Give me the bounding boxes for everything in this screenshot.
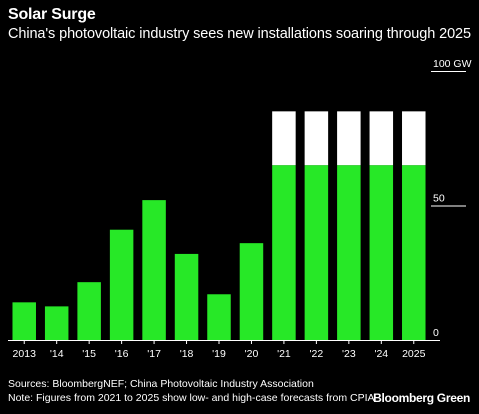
bar-low-3 <box>109 229 134 340</box>
bar-high-11 <box>369 111 394 166</box>
y-tick-label-2: 100 GW <box>433 58 472 70</box>
bar-low-6 <box>207 294 231 340</box>
bar-high-10 <box>337 111 361 166</box>
bar-low-0 <box>12 302 36 340</box>
sources-text: Sources: BloombergNEF; China Photovoltai… <box>8 378 314 390</box>
bar-low-4 <box>142 200 166 340</box>
x-tick-label-4: '17 <box>147 348 161 360</box>
x-tick-label-9: '22 <box>310 348 324 360</box>
x-tick-label-8: '21 <box>277 348 291 360</box>
chart-subtitle: China's photovoltaic industry sees new i… <box>8 26 471 42</box>
note-text: Note: Figures from 2021 to 2025 show low… <box>8 392 375 404</box>
x-tick-label-11: '24 <box>374 348 388 360</box>
bar-low-5 <box>174 253 199 340</box>
bloomberg-green-logo: Bloomberg Green <box>373 391 470 405</box>
y-tick-label-0: 0 <box>433 327 439 339</box>
x-tick-label-5: '18 <box>180 348 194 360</box>
x-tick-label-7: '20 <box>245 348 259 360</box>
x-tick-label-3: '16 <box>115 348 129 360</box>
bar-low-11 <box>369 165 394 340</box>
x-tick-label-12: 2025 <box>402 348 426 360</box>
chart-title: Solar Surge <box>8 6 96 23</box>
bar-low-12 <box>402 165 426 340</box>
bar-low-2 <box>77 282 101 340</box>
x-tick-label-10: '23 <box>342 348 356 360</box>
x-tick-label-6: '19 <box>212 348 226 360</box>
bar-low-1 <box>44 306 69 341</box>
x-tick-label-2: '15 <box>82 348 96 360</box>
bar-low-10 <box>337 165 361 340</box>
bar-high-12 <box>402 111 426 166</box>
x-tick-label-0: 2013 <box>13 348 37 360</box>
y-tick-label-1: 50 <box>433 193 445 205</box>
bar-low-8 <box>272 165 296 340</box>
x-tick-label-1: '14 <box>50 348 64 360</box>
bar-low-9 <box>304 165 329 340</box>
bar-high-8 <box>272 111 296 166</box>
bar-high-9 <box>304 111 329 166</box>
bar-low-7 <box>239 243 264 340</box>
